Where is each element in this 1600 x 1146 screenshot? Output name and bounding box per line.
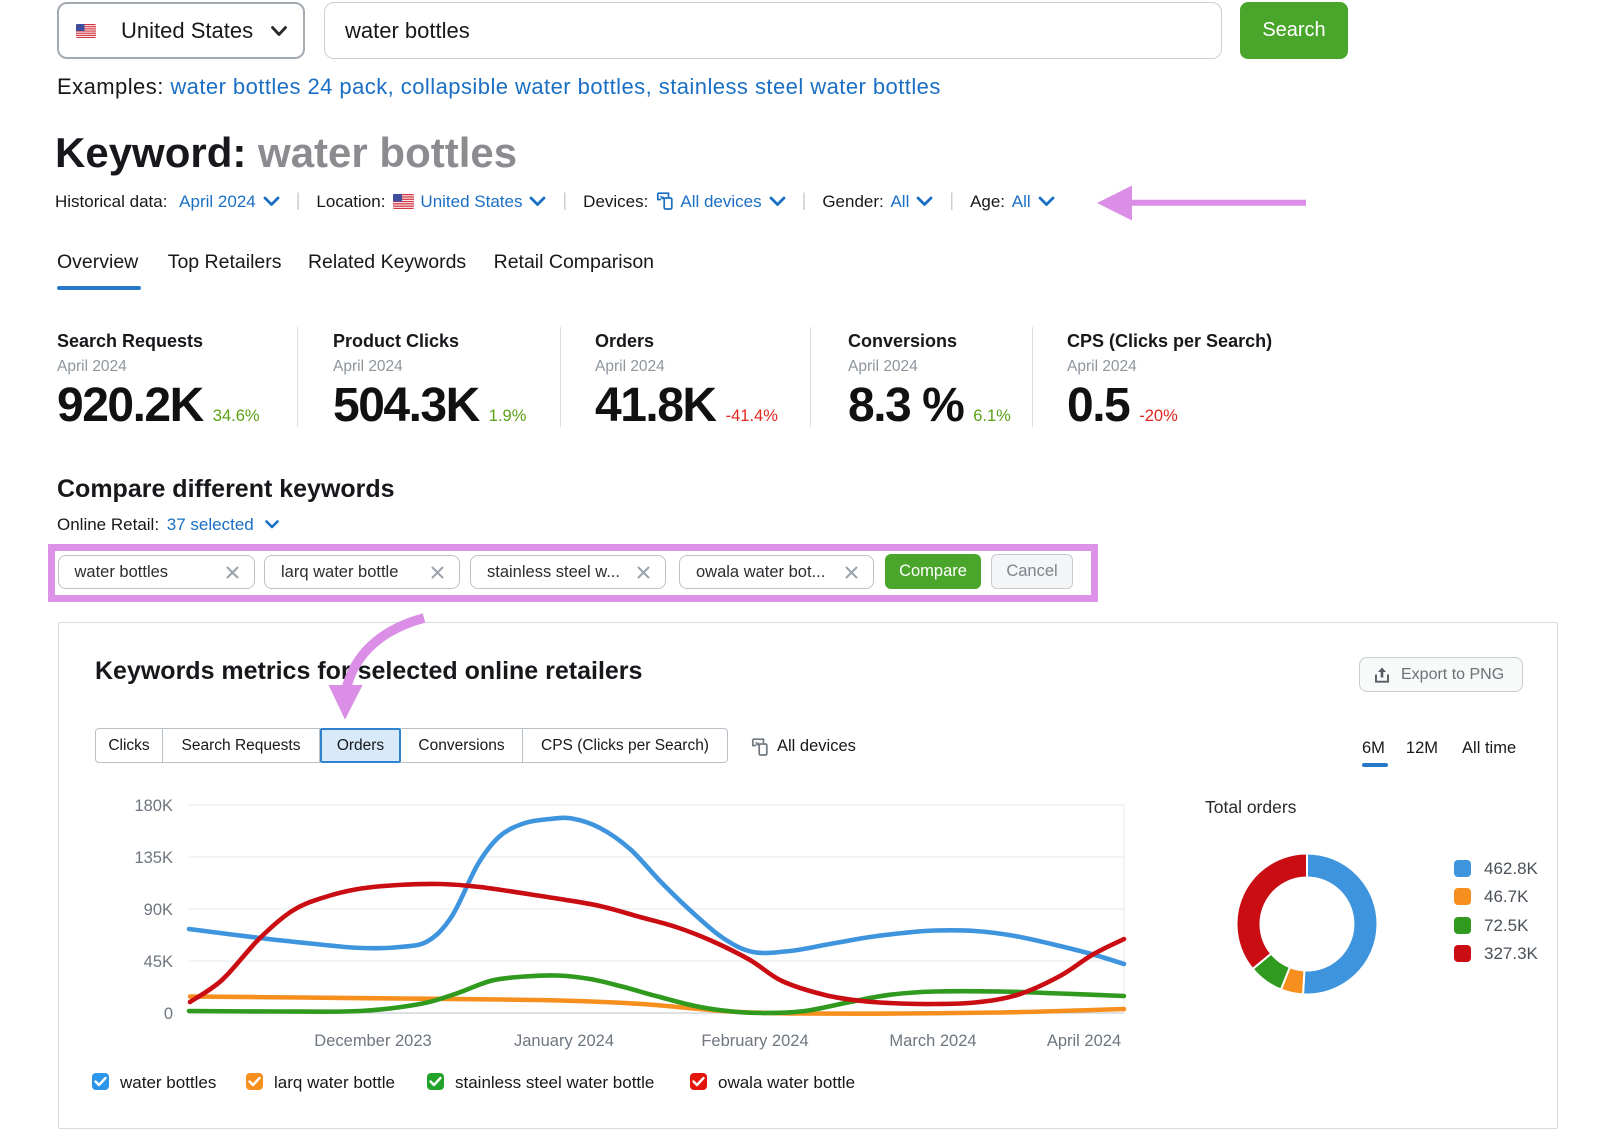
svg-text:March 2024: March 2024 (889, 1032, 976, 1050)
svg-text:45K: 45K (144, 953, 173, 971)
svg-text:180K: 180K (134, 797, 173, 815)
svg-text:135K: 135K (134, 849, 173, 867)
svg-text:0: 0 (164, 1005, 173, 1023)
svg-text:January 2024: January 2024 (514, 1032, 614, 1050)
svg-text:April 2024: April 2024 (1047, 1032, 1121, 1050)
svg-text:December 2023: December 2023 (314, 1032, 431, 1050)
svg-text:February 2024: February 2024 (701, 1032, 808, 1050)
svg-text:90K: 90K (144, 901, 173, 919)
